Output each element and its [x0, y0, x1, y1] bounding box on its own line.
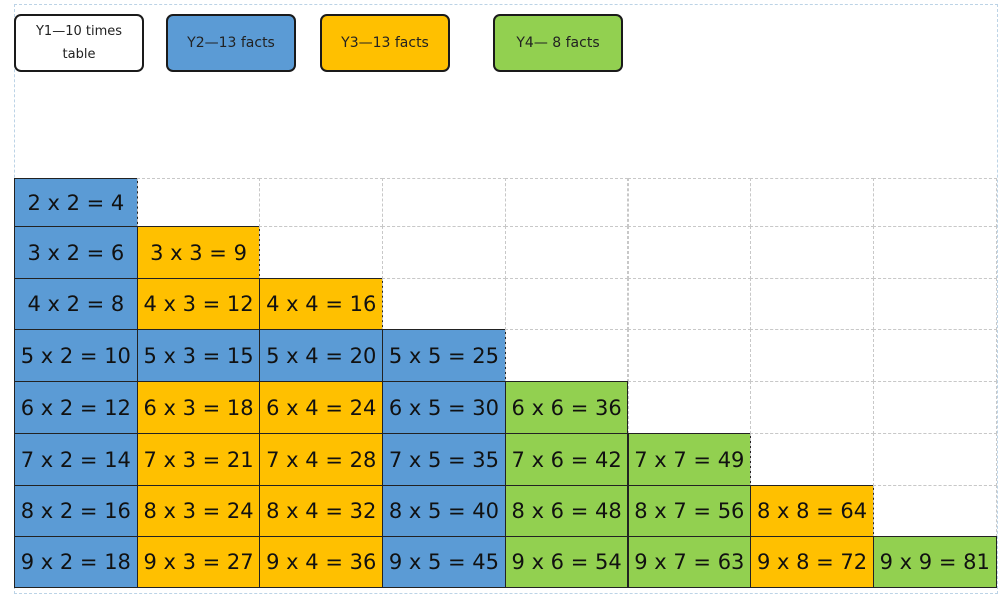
fact-cell: 8 x 7 = 56	[627, 485, 752, 537]
empty-cell	[872, 329, 997, 382]
fact-cell: 6 x 4 = 24	[259, 381, 384, 434]
empty-cell	[872, 381, 997, 434]
empty-cell	[627, 178, 752, 227]
fact-cell: 9 x 4 = 36	[259, 536, 384, 588]
empty-cell	[750, 329, 874, 382]
fact-cell: 7 x 4 = 28	[259, 433, 384, 486]
fact-cell: 5 x 5 = 25	[382, 329, 506, 382]
fact-cell: 8 x 3 = 24	[136, 485, 261, 537]
legend-y2-label: Y2—13 facts	[187, 35, 275, 51]
fact-cell: 6 x 6 = 36	[504, 381, 629, 434]
fact-cell: 3 x 3 = 9	[136, 226, 261, 279]
legend-y2: Y2—13 facts	[166, 14, 296, 72]
fact-cell: 9 x 3 = 27	[136, 536, 261, 588]
fact-cell: 8 x 4 = 32	[259, 485, 384, 537]
legend-y1: Y1—10 times table	[14, 14, 144, 72]
fact-cell: 7 x 6 = 42	[504, 433, 629, 486]
fact-cell: 8 x 5 = 40	[382, 485, 506, 537]
fact-cell: 5 x 3 = 15	[136, 329, 261, 382]
fact-cell: 9 x 8 = 72	[750, 536, 874, 588]
legend-y4: Y4— 8 facts	[493, 14, 623, 72]
empty-cell	[750, 226, 874, 279]
fact-cell: 6 x 5 = 30	[382, 381, 506, 434]
legend-y1-line2: table	[62, 47, 96, 62]
legend-y4-label: Y4— 8 facts	[516, 35, 600, 51]
fact-cell: 7 x 2 = 14	[14, 433, 138, 486]
empty-cell	[750, 278, 874, 330]
fact-cell: 9 x 7 = 63	[627, 536, 752, 588]
empty-cell	[504, 329, 629, 382]
fact-cell: 8 x 8 = 64	[750, 485, 874, 537]
empty-cell	[382, 278, 506, 330]
fact-cell: 8 x 2 = 16	[14, 485, 138, 537]
empty-cell	[872, 485, 997, 537]
fact-cell: 5 x 4 = 20	[259, 329, 384, 382]
empty-cell	[627, 381, 752, 434]
fact-cell: 9 x 5 = 45	[382, 536, 506, 588]
fact-cell: 7 x 5 = 35	[382, 433, 506, 486]
fact-cell: 6 x 3 = 18	[136, 381, 261, 434]
empty-cell	[627, 329, 752, 382]
fact-cell: 4 x 4 = 16	[259, 278, 384, 330]
empty-cell	[750, 433, 874, 486]
legend-y3-label: Y3—13 facts	[341, 35, 429, 51]
fact-cell: 4 x 2 = 8	[14, 278, 138, 330]
empty-cell	[259, 226, 384, 279]
empty-cell	[872, 278, 997, 330]
fact-cell: 8 x 6 = 48	[504, 485, 629, 537]
empty-cell	[750, 381, 874, 434]
empty-cell	[627, 226, 752, 279]
fact-cell: 5 x 2 = 10	[14, 329, 138, 382]
empty-cell	[504, 178, 629, 227]
empty-cell	[136, 178, 261, 227]
legend-y3: Y3—13 facts	[320, 14, 450, 72]
empty-cell	[627, 278, 752, 330]
fact-cell: 3 x 2 = 6	[14, 226, 138, 279]
empty-cell	[504, 278, 629, 330]
empty-cell	[382, 226, 506, 279]
empty-cell	[382, 178, 506, 227]
empty-cell	[872, 433, 997, 486]
fact-cell: 9 x 2 = 18	[14, 536, 138, 588]
fact-cell: 6 x 2 = 12	[14, 381, 138, 434]
empty-cell	[259, 178, 384, 227]
empty-cell	[872, 178, 997, 227]
legend-y1-line1: Y1—10 times	[35, 24, 123, 39]
empty-cell	[750, 178, 874, 227]
fact-cell: 7 x 7 = 49	[627, 433, 752, 486]
empty-cell	[504, 226, 629, 279]
empty-cell	[872, 226, 997, 279]
fact-cell: 9 x 9 = 81	[872, 536, 997, 588]
fact-cell: 9 x 6 = 54	[504, 536, 629, 588]
fact-cell: 7 x 3 = 21	[136, 433, 261, 486]
fact-cell: 2 x 2 = 4	[14, 178, 138, 227]
fact-cell: 4 x 3 = 12	[136, 278, 261, 330]
